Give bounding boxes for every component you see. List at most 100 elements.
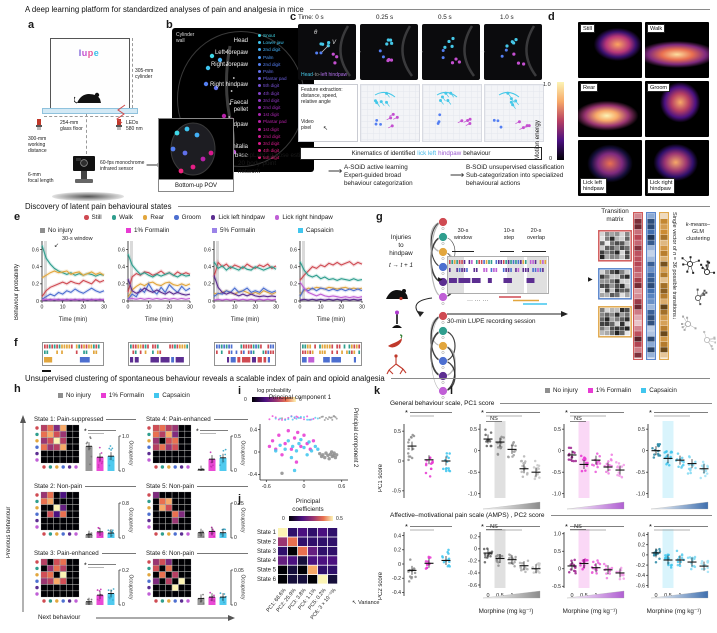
kmeans-label: k-means–GLM clustering (685, 222, 711, 242)
bodypoint-item: Palm (258, 54, 312, 61)
transition-vector (633, 212, 644, 362)
tile-label: Walk (647, 24, 666, 34)
transition-matrix-title: Transition matrix (601, 208, 629, 223)
bottom-up-pov-inset: Bottom-up POV (158, 118, 234, 192)
measure-line (86, 114, 87, 154)
prev-behaviour-label: Previous behaviour (6, 506, 12, 558)
bodypoint-item: 1st digit (258, 125, 312, 132)
svg-text:Head-to-left hindpaw: Head-to-left hindpaw (301, 72, 348, 78)
logprob-title: log probability (257, 388, 291, 394)
mouse-icon (73, 88, 104, 108)
panel-f-label: f (14, 337, 18, 349)
svg-text:0.5: 0.5 (554, 549, 561, 555)
svg-text:V: V (332, 40, 337, 46)
transition-note: t → t + 1 (389, 262, 413, 269)
ethogram-strip (128, 342, 190, 368)
panel-g-label: g (376, 211, 383, 223)
svg-text:0.5: 0.5 (470, 427, 477, 433)
motion-energy-label: Motion energy (534, 120, 541, 160)
svg-text:0.6: 0.6 (32, 247, 39, 253)
play-arrow-icon: ▶ (438, 277, 443, 283)
e-subplot-0: No injury 0 0.2 0.4 0.6 0 10 20 30 Time (min) (31, 227, 107, 323)
legend-item: Lick left hindpaw (210, 214, 265, 221)
bodypart-label: Right hindpaw (209, 82, 248, 88)
svg-text:0: 0 (208, 299, 211, 305)
down-arrow-icon: ↓ (671, 316, 677, 320)
svg-text:0: 0 (398, 459, 401, 465)
chili-icon (386, 334, 404, 352)
svg-text:-0.2: -0.2 (636, 563, 645, 569)
morphine-xlabel: Morphine (mg kg⁻¹) (478, 608, 534, 615)
svg-text:20: 20 (80, 305, 86, 311)
transition-matrix (598, 268, 632, 302)
cylinder-wall-label: Cylinder wall (176, 32, 195, 44)
svg-text:0.4: 0.4 (204, 265, 211, 271)
svg-text:0.4: 0.4 (250, 427, 257, 433)
svg-text:NS: NS (490, 524, 498, 530)
next-behaviour-label: Next behaviour (38, 614, 81, 621)
session-ethogram: ··· ··· ··· (447, 256, 549, 308)
transition-vector (659, 212, 670, 362)
nerve-icon (384, 354, 408, 378)
panel-c-label: c (290, 11, 297, 23)
svg-text:NS: NS (574, 416, 582, 422)
svg-text:-0.5: -0.5 (552, 584, 561, 590)
feature-extraction-box: Feature extraction: distance, speed, rel… (298, 84, 358, 142)
state-block-4: State 4: Pain-enhanced * 0.5 0 Occupancy (146, 416, 248, 478)
bodypoint-item: 5th digit (258, 154, 312, 161)
step-label: 10-s step (503, 228, 515, 241)
e-subplot-2: 5% Formalin 0 0.2 0.4 0.6 0 10 20 30 Time (min) (203, 227, 279, 323)
overlap-label: 20-s overlap (526, 228, 546, 241)
condition-legend: No injury 1% Formalin Capsaicin (58, 392, 190, 399)
svg-text:20: 20 (338, 305, 344, 311)
e-subplot-1: 1% Formalin 0 0.2 0.4 0.6 0 10 20 30 Time (min) (117, 227, 193, 323)
legend-item: Capsaicin (154, 392, 190, 399)
bodypart-label: Head (233, 38, 248, 44)
svg-text:State 2: State 2 (257, 539, 277, 545)
svg-text:State 3: State 3 (257, 549, 277, 555)
injuries-label: Injuries to hindpaw (389, 234, 413, 257)
svg-text:0.2: 0.2 (638, 543, 645, 549)
state-block-2: State 2: Non-pain 0.8 0 Occupancy (34, 483, 136, 545)
panel-e-label: e (14, 211, 21, 223)
working-distance-label: 300-mm working distance (28, 136, 47, 154)
state-block-1: State 1: Pain-suppressed * 1.0 0 Occupancy (34, 416, 136, 478)
svg-text:NS: NS (490, 416, 498, 422)
svg-text:10: 10 (232, 305, 238, 311)
svg-text:-0.6: -0.6 (636, 583, 645, 589)
svg-text:-0.4: -0.4 (636, 573, 645, 579)
svg-text:0: 0 (642, 448, 645, 454)
l-pc1-noinjury: 0.5 0 -0.5 -1.0 * NS (468, 408, 544, 514)
svg-text:0.2: 0.2 (394, 548, 401, 554)
bodypoint-item: 4th digit (258, 90, 312, 97)
svg-text:0.6: 0.6 (290, 247, 297, 253)
svg-text:0: 0 (122, 602, 125, 608)
state-block-5: State 5: Non-pain 0.25 0 Occupancy (146, 483, 248, 545)
coeff-colorbar (289, 516, 333, 521)
e-plots: No injury 0 0.2 0.4 0.6 0 10 20 30 Time (min) 1% F… (26, 226, 366, 325)
video-frame: θ V Head-to-left hindpaw (298, 24, 356, 80)
bodypoint-item: 2nd digit (258, 46, 312, 53)
state-block-3: State 3: Pain-enhanced * 0.2 0 Occupancy (34, 550, 136, 612)
svg-text:10: 10 (60, 305, 66, 311)
cursor-icon: ↖ (323, 126, 329, 132)
bodypoint-item: 5th digit (258, 82, 312, 89)
bodypoint-item: Snout (258, 32, 312, 39)
svg-text:State 6: State 6 (257, 577, 277, 583)
svg-text:0.5: 0.5 (394, 429, 401, 435)
logprob-max: 6 (299, 397, 302, 403)
window-bar (452, 251, 474, 252)
bodypart-label: Genitalia (224, 144, 248, 150)
svg-text:0.6: 0.6 (118, 247, 125, 253)
state-transition-heatmap (35, 424, 80, 469)
kinematics-frame (484, 84, 544, 142)
coeff-heatmap: State 1 State 2 State 3 State 4 State 5 State… (246, 526, 356, 632)
sensor-label: 60-fps monochrome infrared sensor (100, 160, 145, 172)
motion-energy-tile: Walk (645, 22, 709, 78)
svg-text:0: 0 (122, 299, 125, 305)
leds-label: LEDs 580 nm (126, 120, 143, 132)
svg-text:0: 0 (558, 448, 561, 454)
led-icon (114, 118, 124, 132)
